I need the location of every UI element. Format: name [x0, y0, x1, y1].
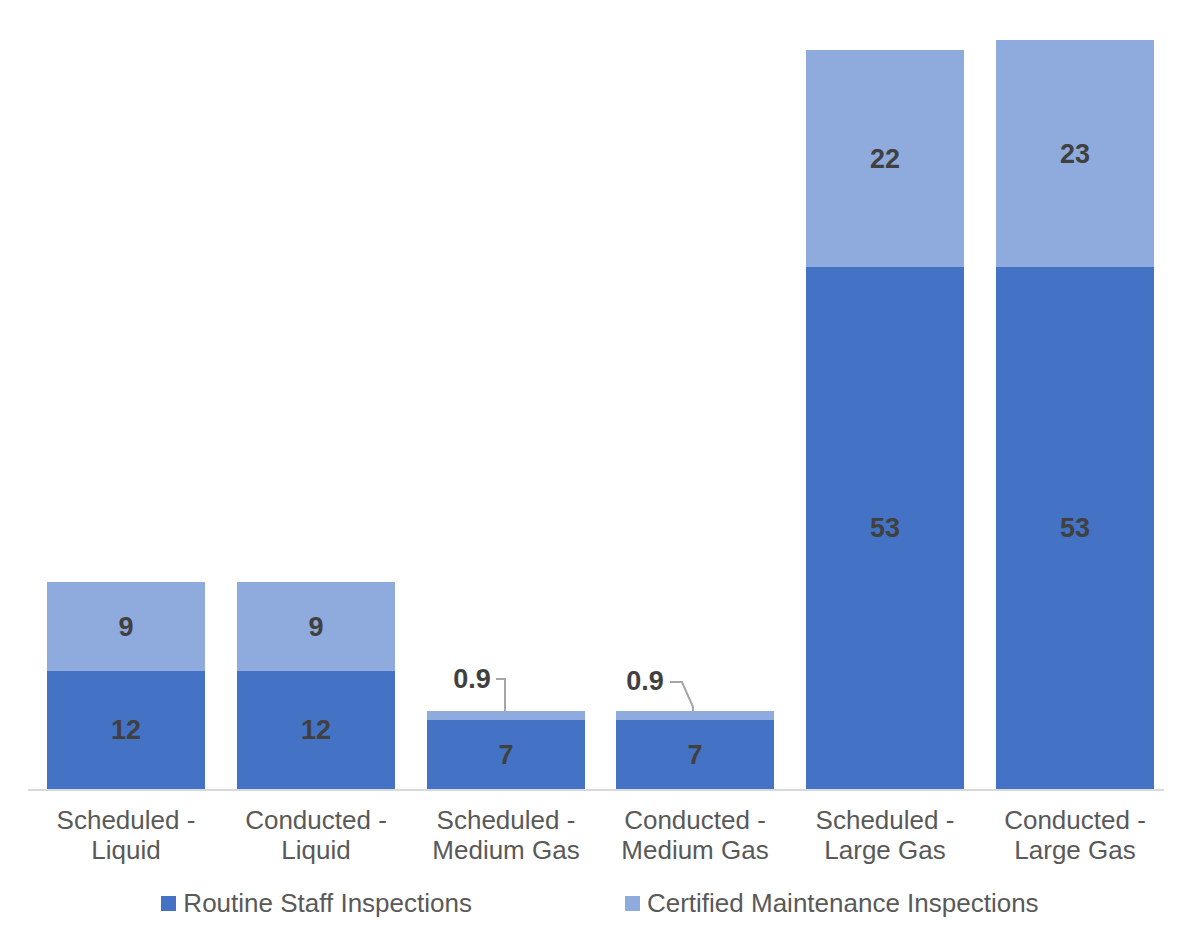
legend-swatch-icon [625, 896, 640, 911]
bar-segment-series2 [616, 711, 774, 720]
data-label: 9 [308, 611, 323, 642]
stacked-bar-chart: 12912977532253230.90.9 Scheduled -Liquid… [0, 0, 1200, 939]
data-label: 53 [870, 513, 900, 544]
legend-swatch-icon [161, 896, 176, 911]
data-label: 7 [498, 739, 513, 770]
data-label: 9 [118, 611, 133, 642]
x-axis-line [28, 789, 1164, 791]
data-label: 22 [870, 143, 900, 174]
data-label: 53 [1060, 513, 1090, 544]
x-axis-label: Conducted -Large Gas [955, 805, 1195, 865]
legend: Routine Staff Inspections Certified Maint… [0, 888, 1200, 918]
leader-line [670, 682, 693, 711]
legend-item-series2: Certified Maintenance Inspections [625, 888, 1039, 918]
leader-line [496, 679, 505, 711]
callout-data-label: 0.9 [626, 666, 664, 697]
bar-segment-series2 [427, 711, 585, 720]
legend-label: Certified Maintenance Inspections [647, 888, 1039, 918]
callout-data-label: 0.9 [453, 664, 491, 695]
plot-area: 12 9 12 9 7 7 53 22 53 23 0.9 0.9 [0, 0, 1200, 939]
legend-label: Routine Staff Inspections [183, 888, 472, 918]
data-label: 23 [1060, 138, 1090, 169]
data-label: 12 [111, 715, 141, 746]
data-label: 7 [687, 739, 702, 770]
data-label: 12 [301, 715, 331, 746]
legend-item-series1: Routine Staff Inspections [161, 888, 472, 918]
